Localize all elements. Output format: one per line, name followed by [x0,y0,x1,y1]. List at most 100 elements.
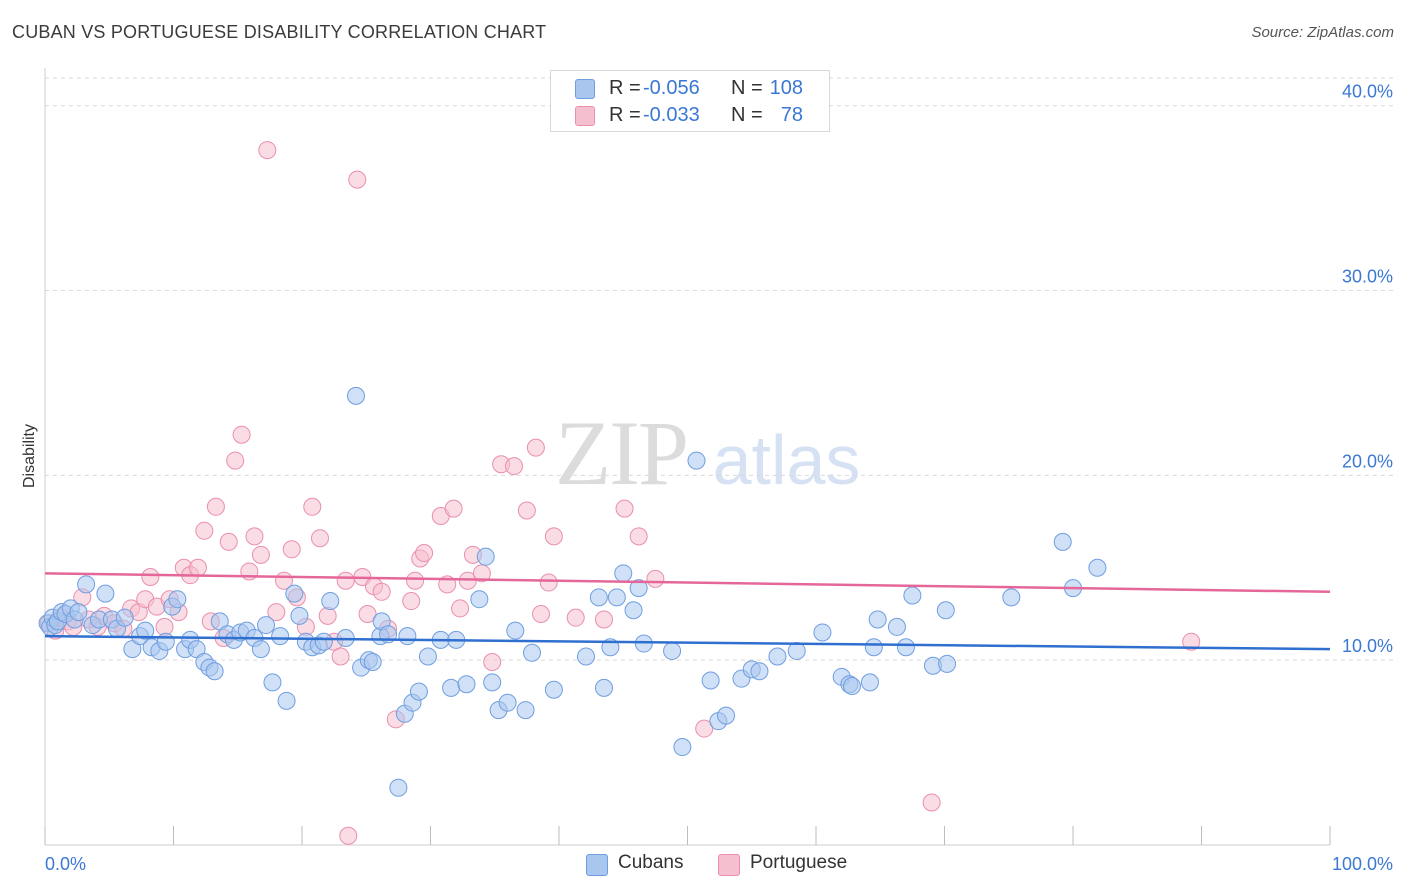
cubans-point [77,575,96,594]
cubans-point [409,682,428,701]
cubans-point [115,608,134,627]
cubans-point [271,627,290,646]
legend-r-label: R = [609,77,641,99]
cubans-point [673,738,692,757]
axis-layer [44,68,1331,846]
cubans-point [903,586,922,605]
cubans-point [936,601,955,620]
portuguese-point [188,558,207,577]
legend-row-cubans: R = -0.056 N = 108 [551,75,829,101]
cubans-point [398,627,417,646]
cubans-point [1053,532,1072,551]
legend-n-label: N = [731,77,763,99]
portuguese-point [483,653,502,672]
portuguese-point [258,141,277,160]
cubans-point [868,610,887,629]
cubans-point [263,673,282,692]
cubans-point [516,701,535,720]
cubans-point [624,601,643,620]
portuguese-point [406,571,425,590]
cubans-point [346,386,365,405]
portuguese-trend-line [44,572,1331,594]
portuguese-point [232,425,251,444]
portuguese-point [141,568,160,587]
x-tick-label: 100.0% [1332,854,1393,874]
cubans-point [321,592,340,611]
cubans-point [687,451,706,470]
x-tick-label: 0.0% [45,854,86,874]
portuguese-point [646,569,665,588]
cubans-point [860,673,879,692]
cubans-point [544,680,563,699]
portuguese-point [415,543,434,562]
portuguese-point [303,497,322,516]
cubans-point [483,673,502,692]
cubans-point [168,590,187,609]
watermark: ZIP atlas [555,400,860,506]
cubans-point [363,653,382,672]
portuguese-point [348,170,367,189]
portuguese-point [282,540,301,559]
portuguese-point [526,438,545,457]
cubans-point [277,691,296,710]
portuguese-point [331,647,350,666]
cubans-point [314,632,333,651]
cubans-point [842,677,861,696]
cubans-point [701,671,720,690]
portuguese-point [251,545,270,564]
portuguese-point [472,564,491,583]
legend-n-label: N = [731,104,763,126]
cubans-point [813,623,832,642]
portuguese-point [310,529,329,548]
cubans-point [285,584,304,603]
cubans-point [614,564,633,583]
points-layer [38,141,1201,845]
cubans-point [442,678,461,697]
watermark-zip: ZIP [555,402,689,504]
cubans-point [717,706,736,725]
y-tick-label: 30.0% [1342,267,1393,287]
portuguese-point [226,451,245,470]
cubans-point [389,778,408,797]
y-tick-label: 40.0% [1342,82,1393,102]
portuguese-point [532,604,551,623]
y-tick-label: 20.0% [1342,451,1393,471]
cubans-point [69,603,88,622]
cubans-point [470,590,489,609]
legend-n-value: 78 [780,104,803,126]
cubans-point [506,621,525,640]
legend-row-portuguese: R = -0.033 N = 78 [551,102,829,128]
portuguese-point [539,573,558,592]
portuguese-point [219,532,238,551]
cubans-trend-line [44,634,1331,651]
source-label: Source: ZipAtlas.com [1251,24,1394,41]
cubans-point [251,640,270,659]
cubans-point [96,584,115,603]
portuguese-point [372,582,391,601]
cubans-point [257,616,276,635]
cubans-point [864,638,883,657]
cubans-point [476,547,495,566]
portuguese-point [594,610,613,629]
portuguese-point [544,527,563,546]
cubans-point [290,606,309,625]
label-layer: 10.0% 20.0% 30.0% 40.0% 0.0% 100.0% Disability [21,82,1393,874]
cubans-swatch [575,79,595,99]
cubans-point [887,617,906,636]
portuguese-point [336,571,355,590]
cubans-point [589,588,608,607]
cubans-point [205,662,224,681]
cubans-point [787,641,806,660]
trend-layer [44,572,1331,651]
cubans-point [156,632,175,651]
cubans-point [750,662,769,681]
portuguese-point [267,603,286,622]
cubans-point [629,579,648,598]
cubans-point [1002,588,1021,607]
chart-title: CUBAN VS PORTUGUESE DISABILITY CORRELATI… [12,22,547,42]
cubans-point [1088,558,1107,577]
portuguese-point [451,599,470,618]
portuguese-point [318,606,337,625]
portuguese-point [615,499,634,518]
